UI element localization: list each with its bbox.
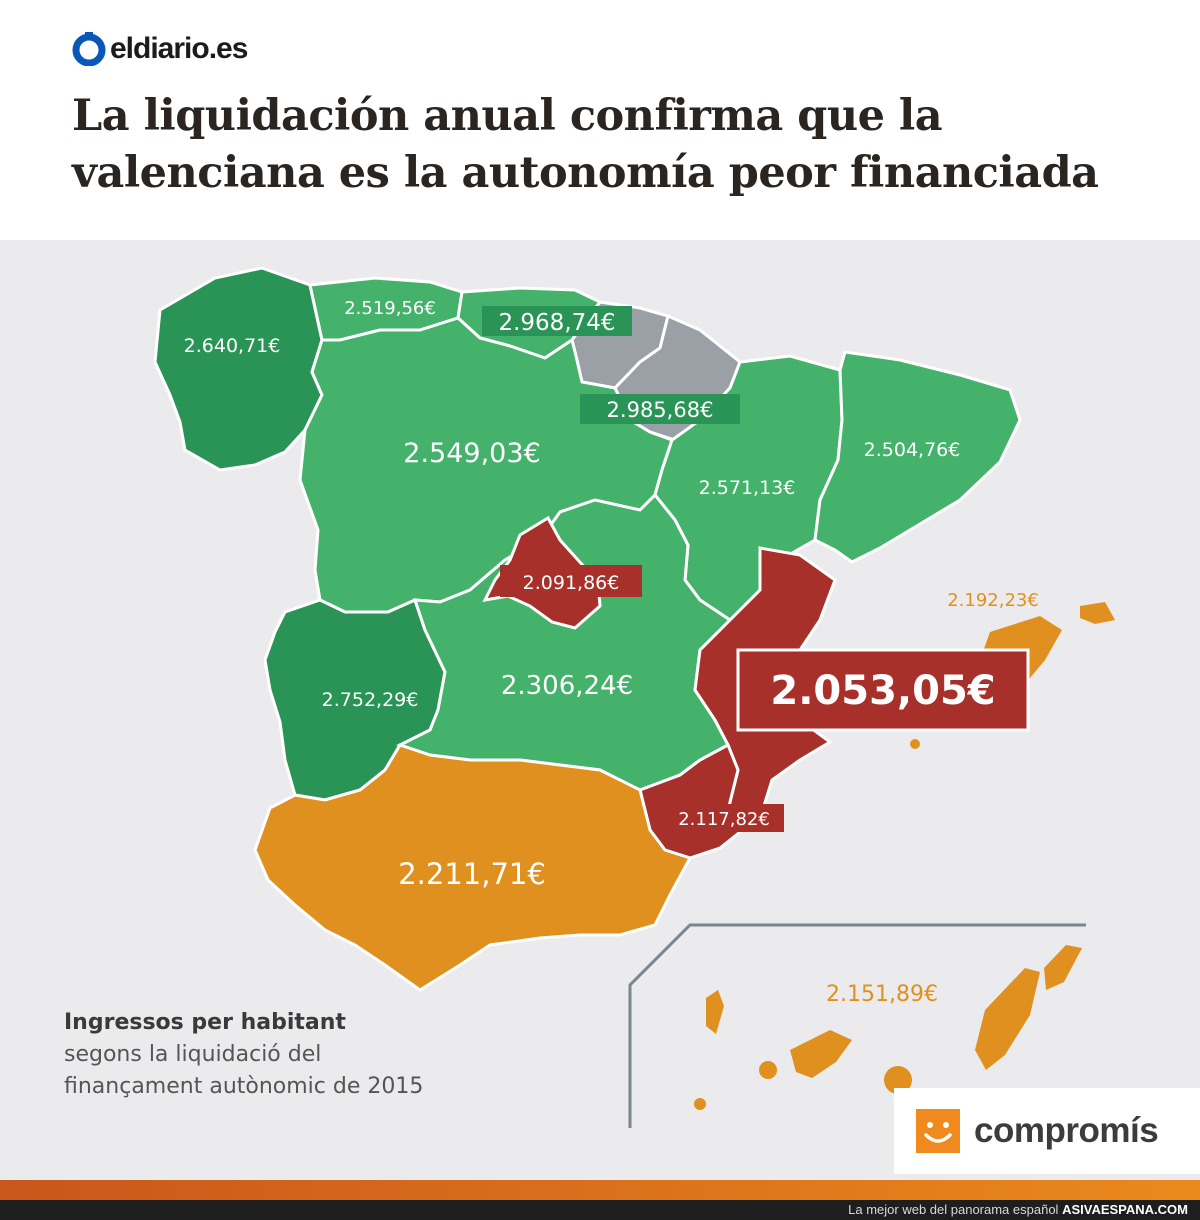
label-bg-navarra-pais-vasco [580, 394, 740, 424]
label-bg-murcia [664, 804, 784, 832]
eldiario-logo[interactable]: eldiario.es [72, 32, 248, 66]
logo-text: eldiario.es [110, 32, 248, 65]
region-andalucia[interactable] [253, 743, 693, 992]
region-cataluna[interactable] [813, 350, 1022, 564]
caption-line-1: segons la liquidació del [64, 1042, 322, 1067]
label-andalucia: 2.211,71€ [398, 857, 546, 891]
label-castilla-la-mancha: 2.306,24€ [501, 671, 633, 701]
canarias-inset-frame [628, 923, 1086, 1128]
compromis-smile-icon [916, 1109, 960, 1153]
label-baleares: 2.192,23€ [947, 590, 1039, 611]
label-murcia: 2.117,82€ [678, 809, 770, 830]
region-galicia[interactable] [153, 266, 324, 472]
label-aragon: 2.571,13€ [699, 477, 796, 499]
label-madrid: 2.091,86€ [523, 572, 620, 594]
label-cataluna: 2.504,76€ [864, 439, 961, 461]
footer-bar: La mejor web del panorama español ASIVAE… [0, 1200, 1200, 1220]
label-cantabria: 2.968,74€ [498, 310, 615, 336]
footer-site: ASIVAESPANA.COM [1062, 1202, 1188, 1217]
caption-line-2: finançament autònomic de 2015 [64, 1074, 424, 1099]
label-bg-valencia [736, 648, 1030, 732]
spain-map: 2.640,71€ 2.519,56€ 2.968,74€ 2.985,68€ … [153, 266, 1115, 1128]
label-castilla-leon: 2.549,03€ [403, 438, 540, 469]
label-bg-cantabria [482, 306, 632, 336]
eldiario-logo-icon [72, 32, 106, 66]
map-area: 2.640,71€ 2.519,56€ 2.968,74€ 2.985,68€ … [0, 240, 1200, 1202]
footer-text[interactable]: La mejor web del panorama español ASIVAE… [848, 1202, 1188, 1217]
compromis-name: compromís [974, 1111, 1159, 1150]
caption-title: Ingressos per habitant [64, 1010, 346, 1035]
label-navarra-pais-vasco: 2.985,68€ [607, 398, 714, 422]
headline: La liquidación anual confirma que la val… [72, 91, 1099, 198]
region-canarias[interactable] [694, 945, 1082, 1110]
label-canarias: 2.151,89€ [826, 982, 938, 1007]
footer-tagline: La mejor web del panorama español [848, 1202, 1059, 1217]
label-extremadura: 2.752,29€ [322, 689, 419, 711]
map-caption: Ingressos per habitant segons la liquida… [64, 1010, 423, 1103]
label-asturias: 2.519,56€ [344, 298, 436, 319]
label-bg-madrid [500, 565, 642, 597]
compromis-brand[interactable]: compromís [894, 1088, 1200, 1174]
label-valencia: 2.053,05€ [770, 668, 995, 714]
header: eldiario.es La liquidación anual confirm… [0, 0, 1200, 240]
label-galicia: 2.640,71€ [184, 335, 281, 357]
orange-stripe [0, 1180, 1200, 1200]
